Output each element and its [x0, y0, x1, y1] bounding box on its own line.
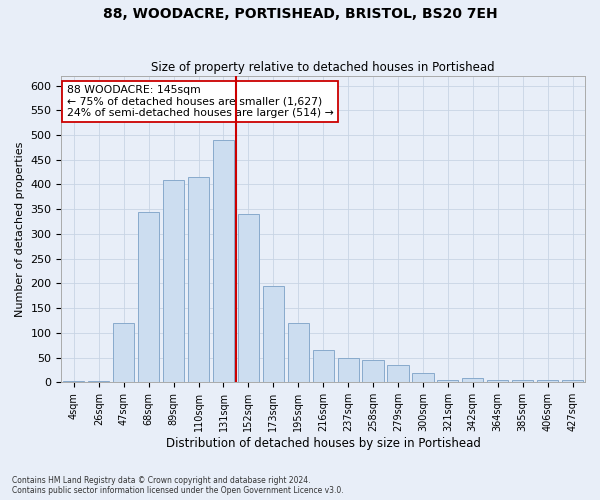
Bar	[537, 380, 558, 382]
Bar	[263, 286, 284, 382]
Bar	[562, 380, 583, 382]
Bar	[487, 380, 508, 382]
Bar	[213, 140, 234, 382]
Bar	[63, 381, 85, 382]
Text: 88 WOODACRE: 145sqm
← 75% of detached houses are smaller (1,627)
24% of semi-det: 88 WOODACRE: 145sqm ← 75% of detached ho…	[67, 85, 334, 118]
Bar	[138, 212, 159, 382]
Bar	[188, 177, 209, 382]
Bar	[313, 350, 334, 382]
Bar	[437, 380, 458, 382]
Bar	[287, 323, 309, 382]
Text: 88, WOODACRE, PORTISHEAD, BRISTOL, BS20 7EH: 88, WOODACRE, PORTISHEAD, BRISTOL, BS20 …	[103, 8, 497, 22]
X-axis label: Distribution of detached houses by size in Portishead: Distribution of detached houses by size …	[166, 437, 481, 450]
Title: Size of property relative to detached houses in Portishead: Size of property relative to detached ho…	[151, 62, 495, 74]
Bar	[362, 360, 383, 382]
Bar	[388, 365, 409, 382]
Bar	[412, 374, 434, 382]
Bar	[462, 378, 484, 382]
Bar	[113, 323, 134, 382]
Y-axis label: Number of detached properties: Number of detached properties	[15, 142, 25, 316]
Bar	[338, 358, 359, 382]
Text: Contains HM Land Registry data © Crown copyright and database right 2024.
Contai: Contains HM Land Registry data © Crown c…	[12, 476, 344, 495]
Bar	[163, 180, 184, 382]
Bar	[238, 214, 259, 382]
Bar	[512, 380, 533, 382]
Bar	[88, 381, 109, 382]
